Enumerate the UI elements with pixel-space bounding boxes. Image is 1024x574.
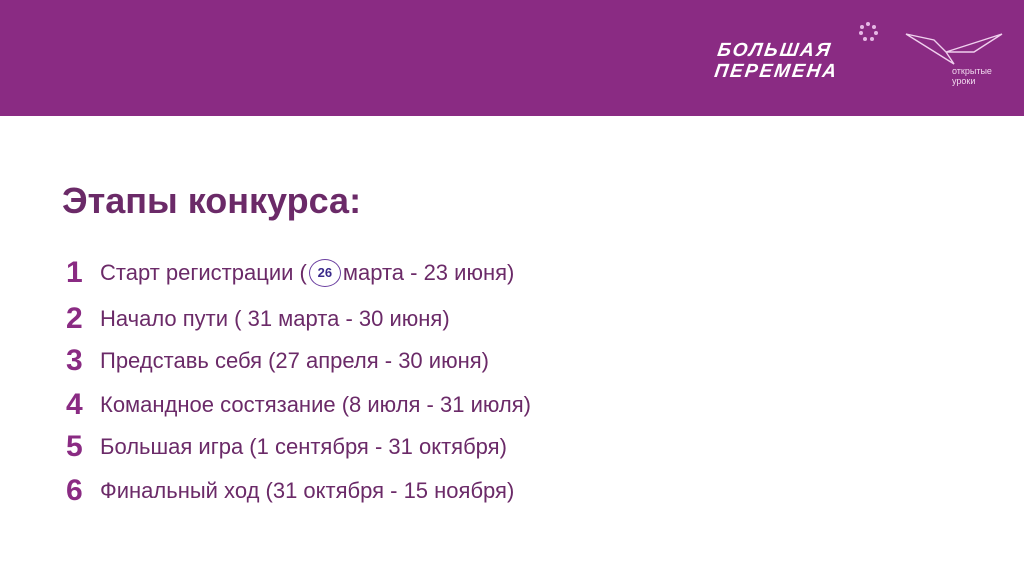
date-badge: 26 [308, 259, 341, 287]
paper-bird-icon [905, 33, 1003, 65]
dots-circle-icon [859, 22, 878, 41]
page-title: Этапы конкурса: [62, 180, 362, 221]
list-item: 6 Финальный ход (31 октября - 15 ноября) [66, 474, 515, 507]
header-banner: БОЛЬШАЯ ПЕРЕМЕНА открытые уроки [0, 0, 1024, 116]
list-item: 1 Старт регистрации (26 марта - 23 июня) [66, 256, 515, 289]
list-item: 3 Представь себя (27 апреля - 30 июня) [66, 344, 489, 377]
list-item: 5 Большая игра (1 сентября - 31 октября) [66, 430, 507, 463]
otkrytye-uroki-logo: открытые уроки [952, 66, 992, 86]
list-item: 2 Начало пути ( 31 марта - 30 июня) [66, 302, 450, 335]
bolshaya-peremena-logo: БОЛЬШАЯ ПЕРЕМЕНА [713, 40, 840, 82]
list-item: 4 Командное состязание (8 июля - 31 июля) [66, 388, 531, 421]
